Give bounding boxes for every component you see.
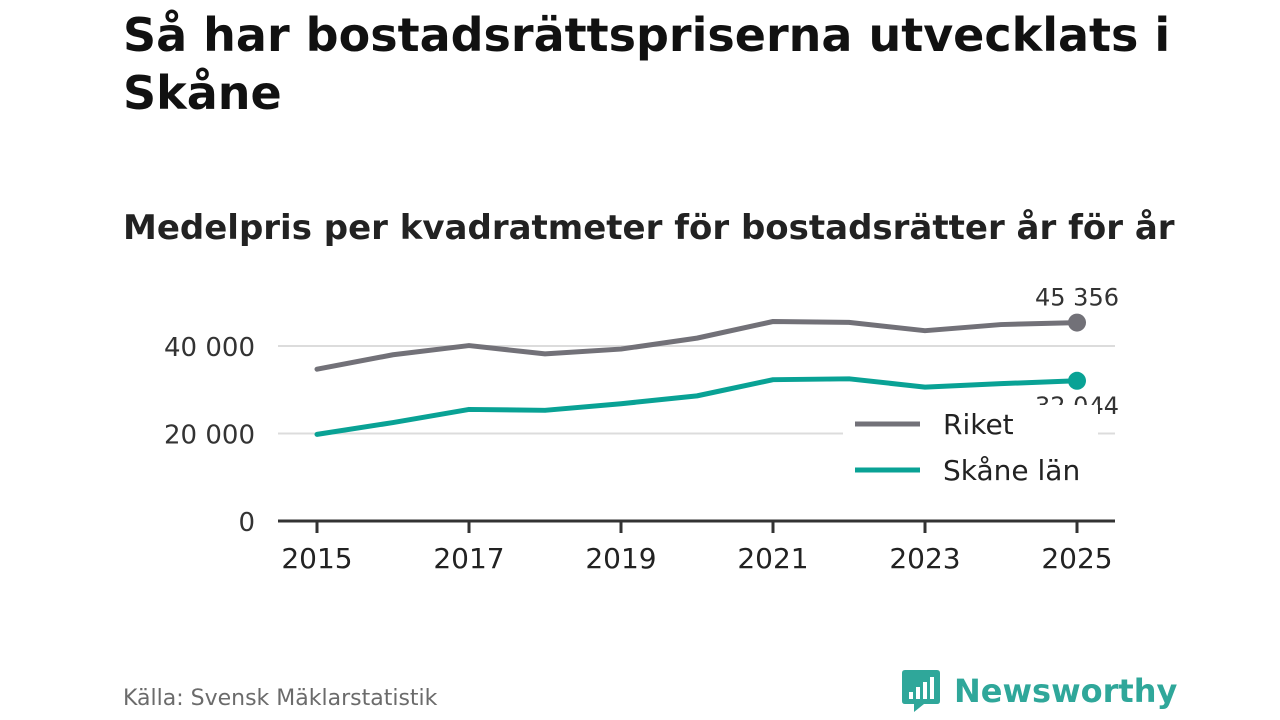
x-tick-label: 2019 <box>585 542 656 575</box>
y-tick-label: 40 000 <box>164 333 255 363</box>
end-point-marker <box>1068 313 1086 332</box>
brand-name: Newsworthy <box>954 672 1178 710</box>
y-tick-label: 0 <box>238 508 255 538</box>
end-value-label: 45 356 <box>1035 284 1119 312</box>
legend-panel <box>843 405 1098 497</box>
legend-label: Skåne län <box>943 454 1080 487</box>
x-tick-label: 2017 <box>433 542 504 575</box>
brand-logo[interactable]: Newsworthy <box>900 668 1177 714</box>
series-line-sk-ne-l-n <box>314 376 1080 437</box>
legend-label: Riket <box>943 408 1014 441</box>
x-tick-label: 2025 <box>1041 542 1112 575</box>
x-tick-label: 2021 <box>737 542 808 575</box>
chart-title: Så har bostadsrättspriserna utvecklats i… <box>123 8 1171 120</box>
newsworthy-logo-icon <box>902 670 940 712</box>
chart-subtitle: Medelpris per kvadratmeter för bostadsrä… <box>123 208 1175 248</box>
y-tick-label: 20 000 <box>164 421 255 451</box>
series-line-riket <box>314 319 1080 372</box>
end-point-marker <box>1068 371 1086 390</box>
x-tick-label: 2015 <box>281 542 352 575</box>
source-note: Källa: Svensk Mäklarstatistik <box>123 686 438 711</box>
x-tick-label: 2023 <box>889 542 960 575</box>
